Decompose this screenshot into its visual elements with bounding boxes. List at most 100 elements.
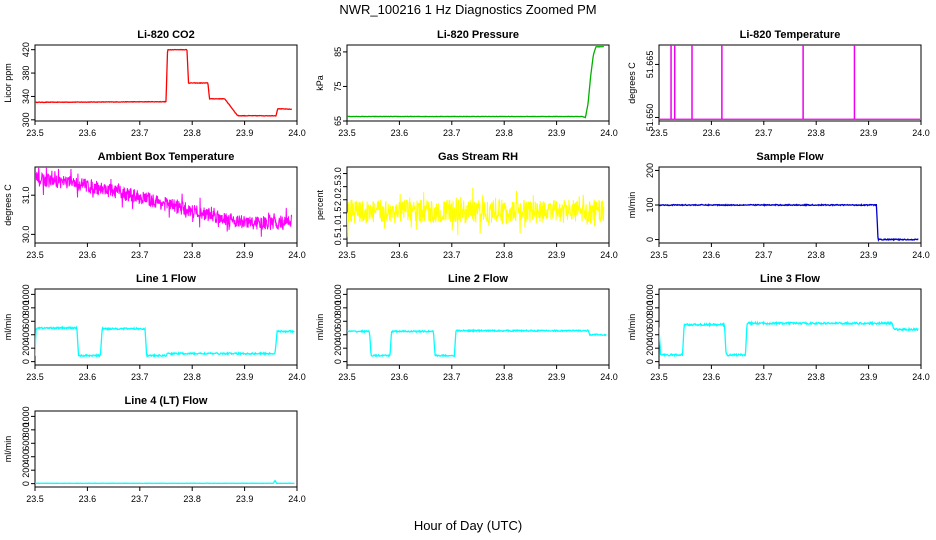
y-tick-label: 0 (645, 359, 655, 364)
plot-frame (34, 44, 298, 122)
x-tick-label: 23.8 (807, 250, 825, 260)
y-tick-label: 800 (21, 422, 31, 437)
y-tick-label: 400 (333, 327, 343, 342)
chart-panel-5: Gas Stream RH 23.5 23.6 23.7 23.8 23.9 24.0 0.5… (315, 151, 618, 260)
y-tick-label: 340 (21, 89, 31, 104)
chart-panel-1: Li-820 CO2 23.5 23.6 23.7 23.8 23.9 24.0 300 340… (3, 29, 306, 138)
y-tick-label: 380 (21, 66, 31, 81)
x-tick-label: 23.5 (338, 372, 356, 382)
y-tick-label: 800 (333, 300, 343, 315)
x-tick-label: 23.8 (183, 250, 201, 260)
x-tick-label: 23.8 (183, 128, 201, 138)
x-tick-label: 23.6 (703, 250, 721, 260)
series-line (659, 203, 919, 242)
x-tick-label: 23.8 (807, 128, 825, 138)
x-tick-label: 23.7 (443, 372, 461, 382)
x-tick-label: 23.6 (79, 250, 97, 260)
y-axis-label: ml/min (627, 192, 637, 219)
x-tick-label: 23.7 (755, 372, 773, 382)
chart-panel-3: Li-820 Temperature 23.5 23.6 23.7 23.8 23.9 24… (627, 29, 930, 138)
x-tick-label: 23.7 (755, 128, 773, 138)
y-tick-label: 51.665 (645, 51, 655, 79)
x-tick-label: 23.8 (495, 372, 513, 382)
y-tick-label: 0.5 (333, 233, 343, 246)
chart-panel-6: Sample Flow 23.5 23.6 23.7 23.8 23.9 24.0 0 100 2… (627, 151, 930, 260)
x-tick-label: 23.7 (443, 128, 461, 138)
x-tick-label: 23.9 (548, 128, 566, 138)
x-tick-label: 23.6 (391, 250, 409, 260)
x-tick-label: 23.9 (548, 250, 566, 260)
y-tick-label: 1000 (333, 284, 343, 304)
y-tick-label: 2.0 (333, 194, 343, 207)
x-tick-label: 24.0 (912, 372, 930, 382)
x-tick-label: 23.7 (755, 250, 773, 260)
plot-frame (346, 288, 610, 366)
y-tick-label: 400 (21, 449, 31, 464)
x-tick-label: 24.0 (912, 128, 930, 138)
panel-title: Line 4 (LT) Flow (125, 395, 208, 407)
y-tick-label: 0 (333, 359, 343, 364)
x-tick-label: 24.0 (600, 372, 618, 382)
x-tick-label: 24.0 (288, 494, 306, 504)
x-tick-label: 23.6 (391, 128, 409, 138)
x-tick-label: 23.5 (650, 250, 668, 260)
series-line (35, 325, 295, 359)
y-tick-label: 85 (333, 47, 343, 57)
y-tick-label: 300 (21, 112, 31, 127)
plot-frame (34, 166, 298, 244)
x-tick-label: 23.7 (443, 250, 461, 260)
series-line (659, 320, 919, 358)
y-axis-label: ml/min (3, 314, 13, 341)
panel-title: Line 2 Flow (448, 273, 508, 285)
x-axis-label: Hour of Day (UTC) (413, 518, 523, 533)
x-tick-label: 23.5 (26, 494, 44, 504)
y-tick-label: 65 (333, 116, 343, 126)
y-tick-label: 420 (21, 42, 31, 57)
x-tick-label: 23.6 (79, 128, 97, 138)
x-tick-label: 23.9 (236, 372, 254, 382)
chart-panel-9: Line 3 Flow 23.5 23.6 23.7 23.8 23.9 24.0 0 2004… (627, 273, 930, 382)
y-tick-label: 1000 (645, 284, 655, 304)
chart-panel-7: Line 1 Flow 23.5 23.6 23.7 23.8 23.9 24.0 0 2004… (3, 273, 306, 382)
x-tick-label: 23.8 (807, 372, 825, 382)
x-tick-label: 23.9 (236, 250, 254, 260)
x-tick-label: 23.5 (650, 372, 668, 382)
plot-frame (34, 410, 298, 488)
y-tick-label: 600 (21, 436, 31, 451)
x-tick-label: 23.6 (703, 372, 721, 382)
x-tick-label: 23.9 (860, 250, 878, 260)
y-tick-label: 1000 (21, 284, 31, 304)
x-tick-label: 24.0 (288, 250, 306, 260)
x-tick-label: 23.6 (79, 372, 97, 382)
y-tick-label: 0 (21, 481, 31, 486)
y-tick-label: 600 (645, 314, 655, 329)
x-tick-label: 23.8 (495, 128, 513, 138)
figure-title: NWR_100216 1 Hz Diagnostics Zoomed PM (339, 2, 597, 17)
y-tick-label: 0 (21, 359, 31, 364)
series-line (35, 167, 293, 237)
y-tick-label: 200 (21, 463, 31, 478)
x-tick-label: 23.7 (131, 494, 149, 504)
x-tick-label: 23.5 (26, 128, 44, 138)
plot-frame (658, 288, 922, 366)
y-axis-label: ml/min (3, 436, 13, 463)
plot-frame (346, 166, 610, 244)
panel-title: Gas Stream RH (438, 151, 518, 163)
panel-title: Line 1 Flow (136, 273, 196, 285)
x-tick-label: 24.0 (288, 128, 306, 138)
x-tick-label: 23.9 (860, 372, 878, 382)
y-tick-label: 200 (645, 163, 655, 178)
y-axis-label: kPa (315, 75, 325, 91)
x-tick-label: 23.6 (79, 494, 97, 504)
y-tick-label: 2.5 (333, 180, 343, 193)
x-tick-label: 23.9 (860, 128, 878, 138)
x-tick-label: 23.5 (338, 250, 356, 260)
panel-title: Li-820 Pressure (437, 29, 519, 41)
series-line (347, 45, 604, 119)
x-tick-label: 23.5 (26, 250, 44, 260)
x-tick-label: 23.5 (338, 128, 356, 138)
plot-frame (658, 44, 922, 122)
panel-title: Li-820 Temperature (740, 29, 841, 41)
series-line (35, 48, 293, 117)
x-tick-label: 23.6 (703, 128, 721, 138)
